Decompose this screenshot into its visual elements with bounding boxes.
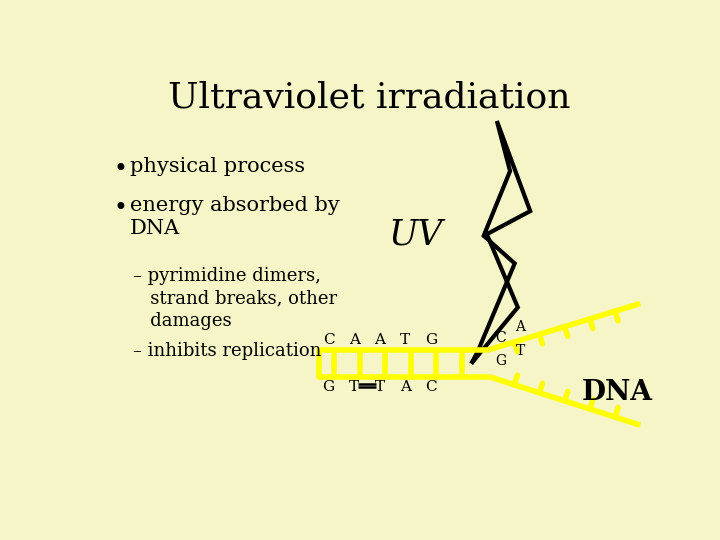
Text: G: G bbox=[495, 354, 506, 368]
Text: DNA: DNA bbox=[582, 379, 652, 406]
Text: C: C bbox=[426, 380, 437, 394]
Text: G: G bbox=[323, 380, 335, 394]
Text: C: C bbox=[495, 331, 506, 345]
Text: T: T bbox=[516, 344, 525, 358]
Text: G: G bbox=[425, 333, 437, 347]
Text: – pyrimidine dimers,
   strand breaks, other
   damages: – pyrimidine dimers, strand breaks, othe… bbox=[132, 267, 337, 330]
Text: A: A bbox=[515, 320, 525, 334]
Text: A: A bbox=[348, 333, 360, 347]
Text: T: T bbox=[375, 380, 385, 394]
Text: •: • bbox=[113, 195, 127, 220]
Text: physical process: physical process bbox=[130, 157, 305, 176]
Text: C: C bbox=[323, 333, 335, 347]
Text: A: A bbox=[400, 380, 411, 394]
Text: A: A bbox=[374, 333, 385, 347]
Text: T: T bbox=[400, 333, 410, 347]
Text: Ultraviolet irradiation: Ultraviolet irradiation bbox=[168, 80, 570, 114]
Text: •: • bbox=[113, 157, 127, 181]
Text: T: T bbox=[349, 380, 359, 394]
Text: UV: UV bbox=[388, 217, 443, 251]
Text: energy absorbed by
DNA: energy absorbed by DNA bbox=[130, 195, 340, 238]
Text: – inhibits replication: – inhibits replication bbox=[132, 342, 321, 360]
